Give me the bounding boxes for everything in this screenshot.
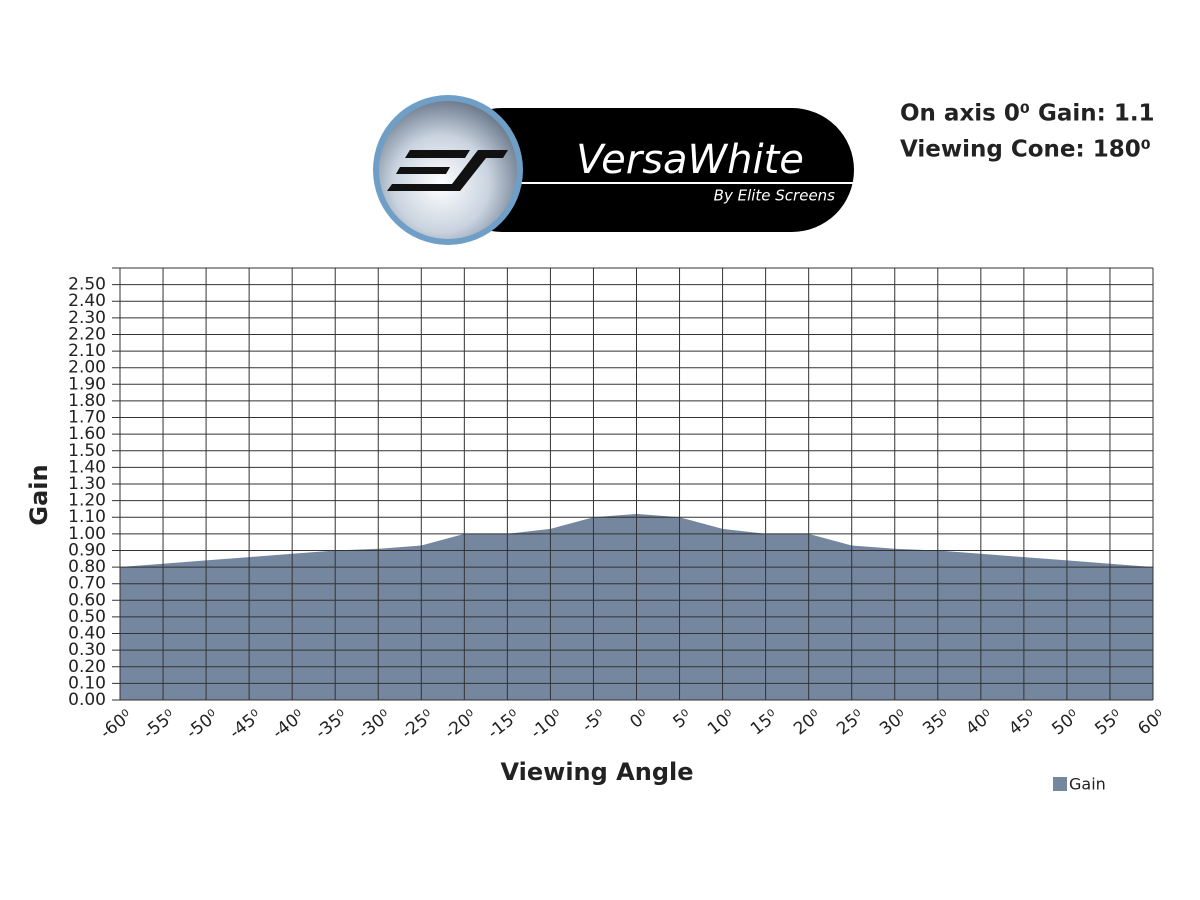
x-tick-label: 15⁰ bbox=[747, 706, 782, 739]
x-tick-label: 40⁰ bbox=[962, 706, 997, 739]
y-tick-label: 0.20 bbox=[68, 657, 106, 677]
y-tick-label: 2.10 bbox=[68, 341, 106, 361]
logo-mark bbox=[387, 150, 508, 191]
y-tick-label: 0.70 bbox=[68, 574, 106, 594]
x-tick-label: 5⁰ bbox=[669, 706, 695, 733]
y-tick-label: 1.60 bbox=[68, 424, 106, 444]
y-tick-label: 1.80 bbox=[68, 391, 106, 411]
x-tick-label: 20⁰ bbox=[790, 706, 825, 739]
y-tick-label: 0.90 bbox=[68, 540, 106, 560]
x-tick-label: 60⁰ bbox=[1134, 706, 1169, 739]
y-tick-label: 0.60 bbox=[68, 590, 106, 610]
legend-label: Gain bbox=[1069, 775, 1106, 794]
y-tick-label: 0.40 bbox=[68, 624, 106, 644]
x-tick-label: 45⁰ bbox=[1005, 706, 1040, 739]
y-tick-label: 2.20 bbox=[68, 324, 106, 344]
y-tick-label: 0.80 bbox=[68, 557, 106, 577]
spec-text: On axis 0⁰ Gain: 1.1 bbox=[900, 101, 1155, 127]
x-tick-label: -50⁰ bbox=[183, 706, 223, 743]
y-tick-label: 2.00 bbox=[68, 358, 106, 378]
logo-banner bbox=[440, 108, 854, 232]
y-tick-label: 2.40 bbox=[68, 291, 106, 311]
y-tick-label: 1.20 bbox=[68, 491, 106, 511]
y-tick-label: 1.50 bbox=[68, 441, 106, 461]
x-tick-label: -35⁰ bbox=[312, 706, 352, 743]
x-tick-label: -25⁰ bbox=[398, 706, 438, 743]
x-tick-label: -60⁰ bbox=[97, 706, 137, 743]
y-tick-label: 1.00 bbox=[68, 524, 106, 544]
logo: VersaWhite By Elite Screens bbox=[373, 95, 854, 245]
x-tick-label: -40⁰ bbox=[269, 706, 309, 743]
y-tick-label: 2.50 bbox=[68, 275, 106, 295]
y-tick-label: 0.50 bbox=[68, 607, 106, 627]
x-tick-label: 30⁰ bbox=[876, 706, 911, 739]
legend-swatch bbox=[1053, 777, 1067, 791]
logo-text: VersaWhite bbox=[576, 137, 804, 183]
x-tick-label: 0⁰ bbox=[626, 706, 652, 733]
x-tick-label: -15⁰ bbox=[484, 706, 524, 743]
spec-text: Viewing Cone: 180⁰ bbox=[900, 137, 1151, 163]
x-tick-label: 55⁰ bbox=[1091, 706, 1126, 739]
x-tick-label: -20⁰ bbox=[441, 706, 481, 743]
y-axis-label: Gain bbox=[25, 464, 53, 525]
x-tick-label: 50⁰ bbox=[1048, 706, 1083, 739]
y-tick-label: 1.10 bbox=[68, 507, 106, 527]
x-tick-label: -45⁰ bbox=[226, 706, 266, 743]
y-tick-label: 1.30 bbox=[68, 474, 106, 494]
y-tick-label: 0.00 bbox=[68, 690, 106, 710]
x-tick-label: -10⁰ bbox=[527, 706, 567, 743]
x-tick-label: -5⁰ bbox=[579, 706, 610, 737]
y-tick-label: 1.70 bbox=[68, 408, 106, 428]
x-tick-label: -30⁰ bbox=[355, 706, 395, 743]
x-tick-label: 10⁰ bbox=[704, 706, 739, 739]
x-tick-label: 25⁰ bbox=[833, 706, 868, 739]
y-tick-label: 2.30 bbox=[68, 308, 106, 328]
y-tick-label: 1.90 bbox=[68, 374, 106, 394]
logo-subtext: By Elite Screens bbox=[714, 187, 836, 205]
plot-area: 0.000.100.200.300.400.500.600.700.800.90… bbox=[68, 267, 1169, 794]
x-axis-label: Viewing Angle bbox=[500, 758, 693, 786]
y-tick-label: 1.40 bbox=[68, 457, 106, 477]
y-tick-label: 0.30 bbox=[68, 640, 106, 660]
x-tick-label: 35⁰ bbox=[919, 706, 954, 739]
y-tick-label: 0.10 bbox=[68, 673, 106, 693]
x-tick-label: -55⁰ bbox=[140, 706, 180, 743]
